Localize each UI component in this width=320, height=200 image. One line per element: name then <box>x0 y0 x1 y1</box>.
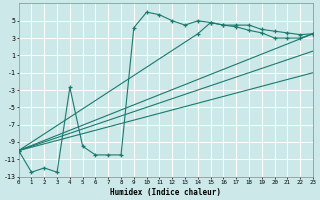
X-axis label: Humidex (Indice chaleur): Humidex (Indice chaleur) <box>110 188 221 197</box>
